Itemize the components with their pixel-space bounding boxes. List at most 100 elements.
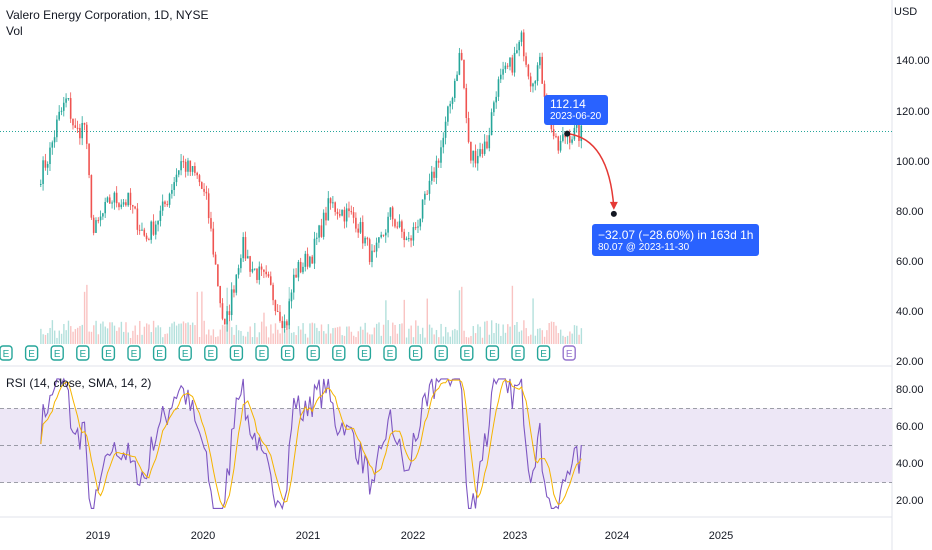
candle — [56, 119, 58, 138]
candle — [242, 237, 244, 259]
rsi-tick: 40.00 — [896, 458, 924, 470]
earnings-icon-letter: E — [207, 349, 214, 360]
candle — [433, 171, 435, 178]
volume-bar — [438, 337, 440, 344]
candle — [83, 123, 86, 125]
candle — [74, 125, 77, 128]
volume-bar — [532, 298, 534, 344]
volume-bar — [231, 327, 233, 344]
candle — [76, 127, 79, 129]
candle — [534, 81, 537, 84]
candle — [90, 175, 93, 218]
volume-bar — [447, 332, 449, 344]
candle — [389, 207, 392, 217]
candle — [329, 198, 332, 204]
volume-bar — [375, 323, 378, 344]
volume-bar — [277, 329, 279, 344]
candle — [136, 208, 139, 230]
volume-bar — [63, 324, 65, 344]
volume-bar — [394, 324, 396, 344]
volume-bar — [578, 334, 580, 344]
volume-bar — [350, 331, 353, 344]
candle — [348, 208, 350, 212]
candle — [297, 261, 300, 278]
volume-bar — [247, 331, 249, 344]
volume-bar — [76, 327, 79, 344]
volume-bar — [185, 323, 187, 344]
volume-bar — [509, 326, 511, 344]
volume-bar — [56, 337, 58, 344]
candle — [371, 250, 373, 263]
volume-bar — [150, 332, 152, 344]
volume-bar — [311, 322, 313, 344]
candle — [141, 229, 143, 231]
volume-bar — [369, 334, 371, 344]
earnings-icon-letter: E — [105, 349, 112, 360]
candle — [214, 254, 217, 265]
start-date: 2023-06-20 — [550, 111, 602, 122]
candle — [541, 56, 543, 84]
earnings-icon-letter: E — [387, 349, 394, 360]
earnings-icon — [485, 345, 500, 361]
candle — [283, 321, 286, 328]
candle — [447, 106, 449, 122]
earnings-icon-letter: E — [182, 349, 189, 360]
volume-bar — [129, 337, 132, 344]
volume-bar — [444, 326, 447, 344]
volume-bar — [431, 327, 433, 344]
earnings-icon-letter: E — [3, 349, 10, 360]
volume-bar — [387, 320, 389, 344]
volume-bar — [102, 321, 104, 344]
volume-bar — [511, 285, 514, 344]
volume-bar — [364, 322, 366, 344]
candle — [182, 161, 185, 163]
candle — [451, 97, 454, 104]
volume-bar — [67, 320, 70, 344]
volume-bar — [118, 327, 120, 344]
volume-bar — [541, 330, 543, 344]
volume-bar — [286, 323, 288, 344]
earnings-icon-letter: E — [79, 349, 86, 360]
candle — [384, 232, 387, 236]
candle — [279, 311, 281, 321]
candle — [479, 149, 481, 156]
earnings-icon — [434, 345, 448, 361]
volume-bar — [527, 336, 530, 344]
earnings-icon-letter: E — [310, 349, 317, 360]
volume-bar — [320, 324, 323, 344]
candle — [131, 205, 134, 207]
candle — [502, 69, 504, 75]
candle — [39, 183, 42, 185]
volume-bar — [224, 325, 226, 344]
start-price-callout[interactable]: 112.14 2023-06-20 — [544, 95, 608, 125]
volume-bar — [403, 299, 405, 344]
earnings-icon-letter: E — [412, 349, 419, 360]
candle — [180, 161, 182, 171]
volume-bar — [458, 290, 461, 344]
candle — [127, 192, 129, 206]
volume-bar — [189, 324, 192, 344]
volume-bar — [415, 320, 417, 344]
candle — [426, 193, 428, 195]
volume-bar — [198, 336, 201, 344]
volume-bar — [72, 331, 74, 344]
volume-bar — [304, 333, 307, 344]
candle — [113, 192, 116, 203]
candle — [102, 213, 104, 217]
earnings-icon — [408, 345, 423, 361]
volume-bar — [44, 334, 47, 344]
volume-bar — [53, 330, 56, 344]
volume-bar — [203, 320, 205, 344]
candle — [311, 256, 313, 264]
candle — [527, 64, 530, 77]
volume-bar — [442, 336, 445, 344]
candle — [474, 150, 477, 164]
candle — [449, 103, 451, 107]
volume-bar — [260, 321, 263, 344]
projection-callout[interactable]: −32.07 (−28.60%) in 163d 1h 80.07 @ 2023… — [592, 224, 760, 256]
candle — [44, 160, 47, 168]
candle — [382, 234, 385, 236]
candle — [207, 193, 210, 219]
candle — [350, 211, 353, 213]
